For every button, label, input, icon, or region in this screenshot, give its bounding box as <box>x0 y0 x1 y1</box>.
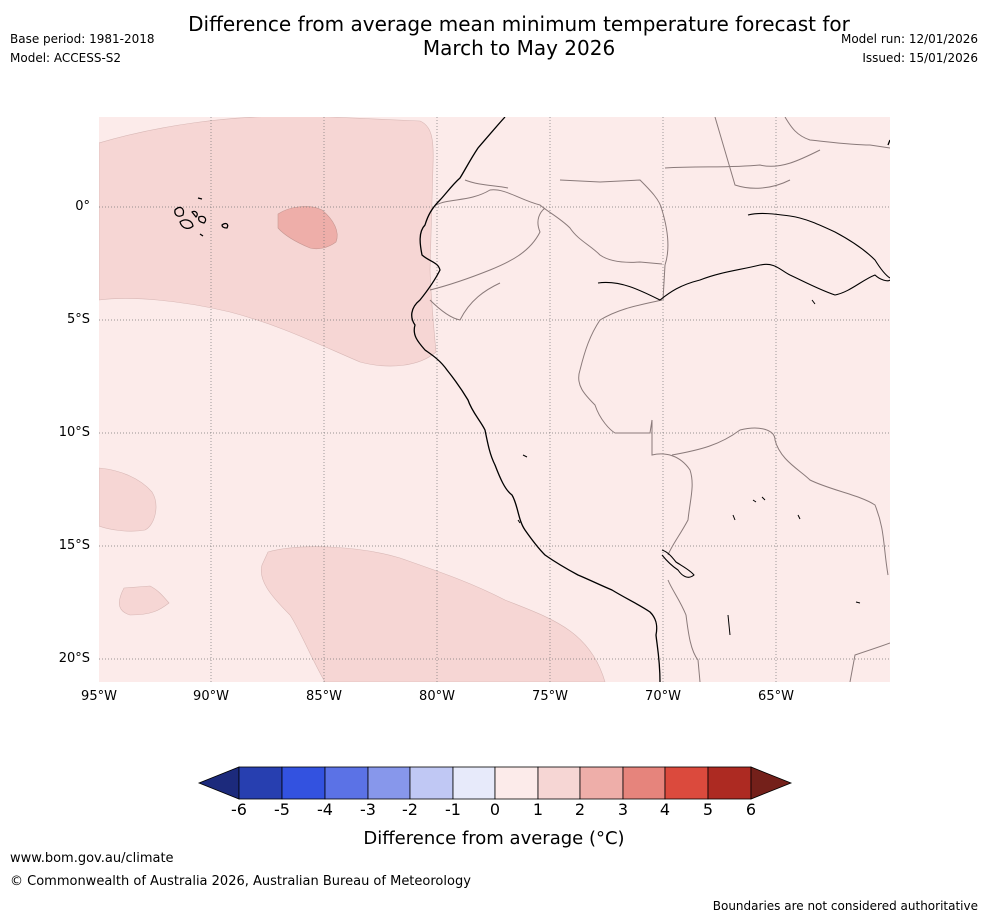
lat-label-20s: 20°S <box>58 651 90 666</box>
lon-label-95w: 95°W <box>81 689 117 704</box>
copyright-notice: © Commonwealth of Australia 2026, Austra… <box>10 874 471 889</box>
colorbar-label: Difference from average (°C) <box>363 828 625 849</box>
border-bolivia-chile <box>667 579 701 682</box>
border-colombia-east <box>464 179 669 301</box>
border-ecuador-peru <box>429 207 546 321</box>
coastlines <box>174 117 890 682</box>
colorbar-tick: 3 <box>617 800 629 819</box>
colorbar-bin-2-3 <box>579 766 624 800</box>
lon-label-90w: 90°W <box>193 689 229 704</box>
coast-lake-titicaca <box>661 549 695 578</box>
colorbar-tick: -3 <box>360 800 376 819</box>
colorbar-bin-m6-m5 <box>238 766 283 800</box>
coast-amazon-river <box>597 263 890 301</box>
country-borders <box>429 117 890 682</box>
colorbar-bin-3-4 <box>622 766 666 800</box>
anomaly-region-west <box>99 467 157 532</box>
colorbar-bin-m2-m1 <box>409 766 454 800</box>
forecast-info-right: Model run: 12/01/2026 Issued: 15/01/2026 <box>841 30 978 68</box>
colorbar-tick: 5 <box>702 800 714 819</box>
colorbar-tick: 4 <box>659 800 671 819</box>
lat-label-5s: 5°S <box>66 312 90 327</box>
forecast-map <box>99 117 890 682</box>
colorbar-arrow-low <box>197 766 240 800</box>
lat-label-15s: 15°S <box>58 538 90 553</box>
border-colombia-ecuador <box>435 189 663 265</box>
colorbar-arrow-high <box>750 766 793 800</box>
anomaly-region-warm <box>277 206 338 250</box>
page-title: Difference from average mean minimum tem… <box>0 12 988 60</box>
title-line-2: March to May 2026 <box>422 36 616 60</box>
coast-small-lakes <box>517 299 861 636</box>
colorbar-bin-m4-m3 <box>324 766 369 800</box>
lon-label-65w: 65°W <box>758 689 794 704</box>
border-venezuela <box>664 117 821 189</box>
anomaly-region-south <box>260 546 606 682</box>
colorbar-bin-m3-m2 <box>367 766 411 800</box>
coast-pacific <box>411 117 661 682</box>
colorbar-bin-4-5 <box>664 766 709 800</box>
graticule <box>99 117 890 682</box>
model-name: Model: ACCESS-S2 <box>10 51 122 65</box>
colorbar-bin-1-2 <box>537 766 581 800</box>
border-peru-bolivia <box>651 420 693 556</box>
border-brazil-north <box>784 117 890 149</box>
anomaly-region-southwest <box>119 585 170 616</box>
forecast-info-left: Base period: 1981-2018 Model: ACCESS-S2 <box>10 30 155 68</box>
colorbar-tick: -5 <box>274 800 290 819</box>
colorbar-tick: 0 <box>489 800 501 819</box>
colorbar-tick: -2 <box>402 800 418 819</box>
lat-label-0: 0° <box>75 199 90 214</box>
coast-caribbean <box>887 139 890 146</box>
colorbar <box>197 766 793 800</box>
colorbar-bin-5-6 <box>707 766 752 800</box>
anomaly-region-north <box>99 117 437 367</box>
issued-date: Issued: 15/01/2026 <box>862 51 978 65</box>
coast-islands <box>174 197 229 237</box>
title-line-1: Difference from average mean minimum tem… <box>188 12 850 36</box>
colorbar-tick: 6 <box>745 800 757 819</box>
footer-url[interactable]: www.bom.gov.au/climate <box>10 851 174 866</box>
boundary-disclaimer: Boundaries are not considered authoritat… <box>712 899 978 913</box>
lat-label-10s: 10°S <box>58 425 90 440</box>
colorbar-bin-m5-m4 <box>281 766 326 800</box>
colorbar-tick: 1 <box>532 800 544 819</box>
colorbar-tick: 2 <box>574 800 586 819</box>
colorbar-bin-m1-0 <box>452 766 496 800</box>
border-peru-brazil <box>578 299 663 434</box>
lon-label-85w: 85°W <box>306 689 342 704</box>
border-bolivia-brazil <box>671 427 889 576</box>
lon-label-70w: 70°W <box>645 689 681 704</box>
coast-negro-river <box>747 212 890 279</box>
colorbar-tick: -6 <box>231 800 247 819</box>
lon-label-75w: 75°W <box>532 689 568 704</box>
model-run-date: Model run: 12/01/2026 <box>840 32 978 46</box>
border-bolivia-south <box>849 642 890 682</box>
base-period: Base period: 1981-2018 <box>10 32 155 46</box>
colorbar-tick: -4 <box>317 800 333 819</box>
colorbar-bin-0-1 <box>494 766 539 800</box>
colorbar-tick: -1 <box>445 800 461 819</box>
lon-label-80w: 80°W <box>419 689 455 704</box>
